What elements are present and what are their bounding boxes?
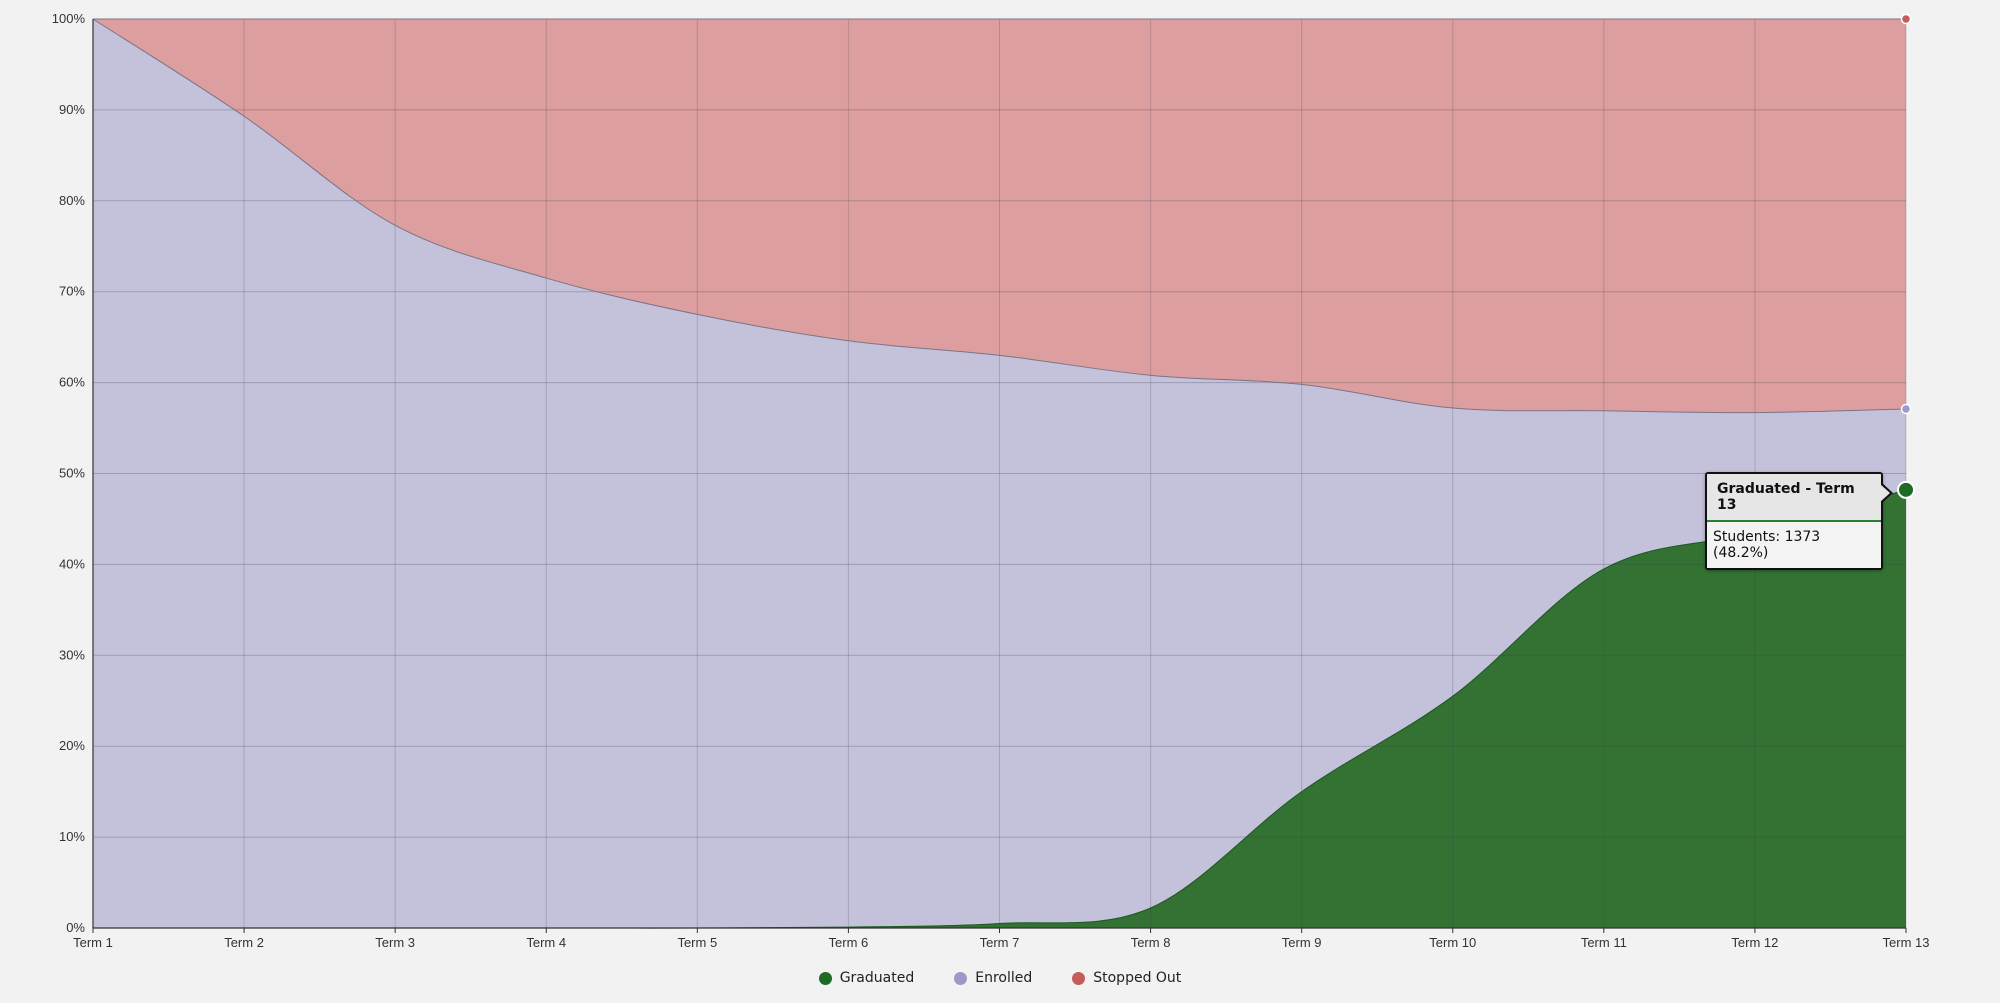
- y-tick-label: 80%: [59, 193, 85, 208]
- legend-item-stopped-out[interactable]: Stopped Out: [1072, 970, 1181, 986]
- legend: Graduated Enrolled Stopped Out: [0, 970, 2000, 986]
- x-tick-label: Term 8: [1131, 935, 1171, 950]
- x-tick-label: Term 6: [829, 935, 869, 950]
- tooltip-title: Graduated - Term 13: [1707, 474, 1881, 522]
- hover-markers: [1897, 13, 1915, 499]
- area-graduated: [93, 489, 1906, 929]
- y-tick-label: 0%: [66, 920, 85, 935]
- legend-marker-stopped-out: [1072, 971, 1086, 985]
- line-enrolled: [92, 18, 1907, 414]
- x-tick-label: Term 2: [224, 935, 264, 950]
- y-tick-label: 20%: [59, 738, 85, 753]
- legend-marker-enrolled: [954, 971, 968, 985]
- y-tick-label: 10%: [59, 829, 85, 844]
- y-tick-label: 60%: [59, 375, 85, 390]
- x-tick-label: Term 12: [1731, 935, 1778, 950]
- x-tick-label: Term 11: [1581, 935, 1627, 950]
- x-tick-label: Term 9: [1282, 935, 1322, 950]
- legend-marker-graduated: [818, 971, 832, 985]
- x-tick-label: Term 13: [1883, 935, 1930, 950]
- axes: 0% 10% 20% 30% 40% 50% 60% 70% 80% 90% 100% Term 1 T…: [52, 11, 1930, 950]
- y-tick-label: 70%: [59, 284, 85, 299]
- legend-label-graduated: Graduated: [839, 970, 915, 986]
- legend-label-enrolled: Enrolled: [975, 970, 1033, 986]
- x-tick-label: Term 1: [73, 935, 113, 950]
- y-tick-label: 90%: [59, 102, 85, 117]
- point-marker-enrolled: [1900, 403, 1912, 415]
- legend-item-enrolled[interactable]: Enrolled: [954, 970, 1032, 986]
- x-tick-label: Term 4: [526, 935, 566, 950]
- x-tick-label: Term 10: [1429, 935, 1476, 950]
- tooltip-body: Students: 1373 (48.2%): [1707, 522, 1881, 568]
- x-tick-label: Term 7: [980, 935, 1020, 950]
- point-marker-stopped-out: [1900, 13, 1912, 25]
- y-tick-label: 30%: [59, 647, 85, 662]
- legend-label-stopped-out: Stopped Out: [1093, 970, 1182, 986]
- legend-item-graduated[interactable]: Graduated: [818, 970, 915, 986]
- x-tick-label: Term 3: [375, 935, 415, 950]
- tooltip: Graduated - Term 13 Students: 1373 (48.2…: [1705, 472, 1893, 570]
- y-tick-label: 40%: [59, 556, 85, 571]
- series-areas: [93, 19, 1906, 929]
- y-tick-label: 50%: [59, 466, 85, 481]
- x-tick-label: Term 5: [677, 935, 717, 950]
- point-marker-graduated: [1897, 480, 1915, 499]
- y-tick-label: 100%: [52, 11, 86, 26]
